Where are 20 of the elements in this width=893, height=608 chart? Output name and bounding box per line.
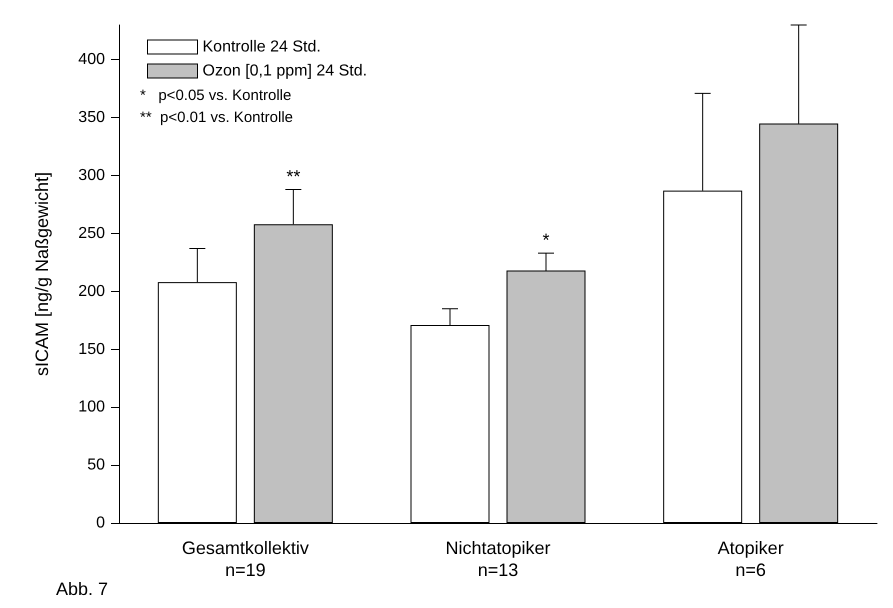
legend-label: Kontrolle 24 Std. [202,38,321,56]
y-tick-label: 300 [78,167,106,184]
y-tick-label: 250 [78,224,106,242]
y-tick-label: 0 [96,514,106,532]
annotation: ** p<0.01 vs. Kontrolle [140,109,294,126]
x-tick-label: Nichtatopiker n=13 [445,538,551,580]
y-tick-label: 100 [78,398,106,416]
y-tick-label: 50 [87,456,106,474]
x-tick-label: Atopiker n=6 [718,538,784,580]
y-tick-label: 150 [78,340,106,358]
legend-label: Ozon [0,1 ppm] 24 Std. [202,62,368,80]
caption: Abb. 7 [56,579,108,599]
annotation: * p<0.05 vs. Kontrolle [140,87,292,104]
annotation: ** [286,166,300,186]
annotation: * [542,230,550,250]
x-tick-label: Gesamtkollektiv n=19 [182,538,309,580]
y-tick-label: 200 [78,282,106,300]
y-axis-title: sICAM [ng/g Naßgewicht] [32,172,52,376]
y-tick-label: 400 [78,51,106,68]
y-tick-label: 350 [78,109,106,126]
